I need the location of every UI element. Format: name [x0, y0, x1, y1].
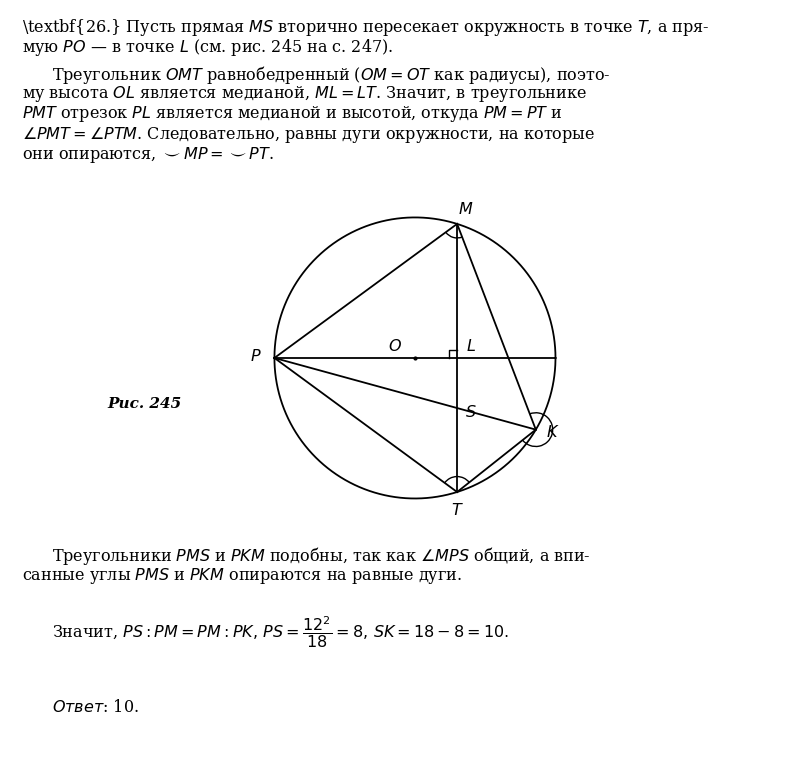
Text: $\it{M}$: $\it{M}$: [458, 201, 473, 218]
Text: $\it{K}$: $\it{K}$: [546, 424, 559, 441]
Text: Треугольники $PMS$ и $PKM$ подобны, так как $\angle MPS$ общий, а впи-: Треугольники $PMS$ и $PKM$ подобны, так …: [52, 545, 591, 567]
Text: Рис. 245: Рис. 245: [108, 397, 182, 411]
Text: \textbf{26.} Пусть прямая $MS$ вторично пересекает окружность в точке $T$, а пря: \textbf{26.} Пусть прямая $MS$ вторично …: [22, 17, 709, 38]
Text: $\angle PMT = \angle PTM$. Следовательно, равны дуги окружности, на которые: $\angle PMT = \angle PTM$. Следовательно…: [22, 125, 595, 145]
Text: Треугольник $OMT$ равнобедренный ($OM = OT$ как радиусы), поэто-: Треугольник $OMT$ равнобедренный ($OM = …: [52, 64, 610, 86]
Text: $\it{P}$: $\it{P}$: [251, 348, 262, 365]
Text: $\it{O}$: $\it{O}$: [389, 338, 402, 355]
Text: $\it{L}$: $\it{L}$: [466, 338, 476, 355]
Text: $\it{T}$: $\it{T}$: [451, 502, 464, 519]
Text: мую $PO$ — в точке $L$ (см. рис. 245 на с. 247).: мую $PO$ — в точке $L$ (см. рис. 245 на …: [22, 37, 393, 58]
Text: $\mathit{Ответ}$: 10.: $\mathit{Ответ}$: 10.: [52, 699, 139, 716]
Text: $\it{S}$: $\it{S}$: [465, 404, 477, 421]
Text: они опираются, $\smile MP = \smile PT$.: они опираются, $\smile MP = \smile PT$.: [22, 145, 274, 165]
Text: $PMT$ отрезок $PL$ является медианой и высотой, откуда $PM = PT$ и: $PMT$ отрезок $PL$ является медианой и в…: [22, 104, 563, 125]
Text: му высота $OL$ является медианой, $ML = LT$. Значит, в треугольнике: му высота $OL$ является медианой, $ML = …: [22, 84, 587, 104]
Text: санные углы $PMS$ и $PKM$ опираются на равные дуги.: санные углы $PMS$ и $PKM$ опираются на р…: [22, 566, 461, 586]
Text: Значит, $PS : PM = PM : PK,\, PS = \dfrac{12^2}{18} = 8,\, SK = 18 - 8 = 10.$: Значит, $PS : PM = PM : PK,\, PS = \dfra…: [52, 614, 509, 650]
